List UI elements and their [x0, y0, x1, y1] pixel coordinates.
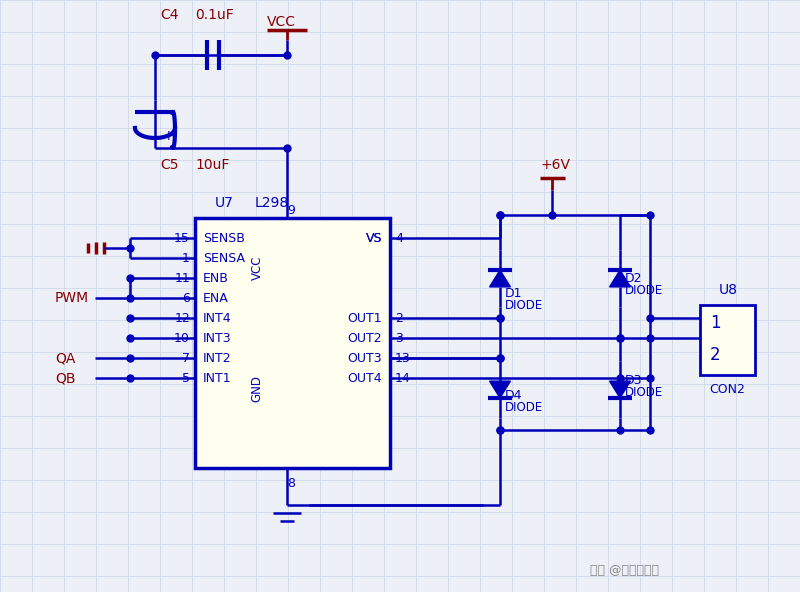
- Text: U7: U7: [215, 196, 234, 210]
- Text: 2: 2: [395, 311, 403, 324]
- Text: 0.1uF: 0.1uF: [195, 8, 234, 22]
- Text: D2: D2: [625, 272, 642, 285]
- Text: ENB: ENB: [203, 272, 229, 285]
- Polygon shape: [610, 381, 630, 398]
- Text: CON2: CON2: [709, 382, 745, 395]
- Text: 2: 2: [710, 346, 721, 364]
- Polygon shape: [490, 270, 510, 287]
- Bar: [700, 305, 755, 375]
- Text: 15: 15: [174, 231, 190, 244]
- Text: 10uF: 10uF: [195, 158, 230, 172]
- Text: D3: D3: [625, 374, 642, 387]
- Text: OUT1: OUT1: [347, 311, 382, 324]
- Polygon shape: [490, 381, 510, 398]
- Text: 11: 11: [174, 272, 190, 285]
- Text: SENSB: SENSB: [203, 231, 245, 244]
- Text: ENA: ENA: [203, 291, 229, 304]
- Text: 1: 1: [710, 314, 721, 332]
- Text: DIODE: DIODE: [625, 385, 663, 398]
- Text: OUT3: OUT3: [347, 352, 382, 365]
- Text: DIODE: DIODE: [505, 298, 543, 311]
- Text: GND: GND: [250, 375, 263, 401]
- Text: 6: 6: [182, 291, 190, 304]
- Text: VS: VS: [366, 231, 382, 244]
- Text: C4: C4: [160, 8, 178, 22]
- Text: QB: QB: [55, 371, 75, 385]
- Text: OUT4: OUT4: [347, 372, 382, 384]
- Text: U8: U8: [718, 283, 738, 297]
- Text: PWM: PWM: [55, 291, 89, 305]
- Text: 7: 7: [182, 352, 190, 365]
- Text: 5: 5: [182, 372, 190, 384]
- Text: +: +: [162, 129, 174, 143]
- Text: INT3: INT3: [203, 332, 232, 345]
- Polygon shape: [610, 270, 630, 287]
- Text: 知乎 @雕爷字编程: 知乎 @雕爷字编程: [590, 564, 659, 577]
- Text: 12: 12: [174, 311, 190, 324]
- Text: D4: D4: [505, 388, 522, 401]
- Text: DIODE: DIODE: [625, 284, 663, 297]
- Text: 8: 8: [287, 477, 295, 490]
- Text: D1: D1: [505, 287, 522, 300]
- Text: C5: C5: [160, 158, 178, 172]
- Text: VS: VS: [366, 231, 382, 244]
- Text: 3: 3: [395, 332, 403, 345]
- Text: QA: QA: [55, 351, 75, 365]
- Text: 14: 14: [395, 372, 410, 384]
- Text: INT1: INT1: [203, 372, 232, 384]
- Text: +6V: +6V: [540, 158, 570, 172]
- Text: INT2: INT2: [203, 352, 232, 365]
- Text: 13: 13: [395, 352, 410, 365]
- Text: VCC: VCC: [267, 15, 296, 29]
- Text: 1: 1: [182, 252, 190, 265]
- Text: VCC: VCC: [250, 256, 263, 280]
- Text: OUT2: OUT2: [347, 332, 382, 345]
- Text: DIODE: DIODE: [505, 401, 543, 413]
- Bar: [195, 218, 390, 468]
- Text: 10: 10: [174, 332, 190, 345]
- Text: SENSA: SENSA: [203, 252, 245, 265]
- Text: L298: L298: [255, 196, 290, 210]
- Text: 9: 9: [287, 204, 295, 217]
- Text: INT4: INT4: [203, 311, 232, 324]
- Text: 4: 4: [395, 231, 403, 244]
